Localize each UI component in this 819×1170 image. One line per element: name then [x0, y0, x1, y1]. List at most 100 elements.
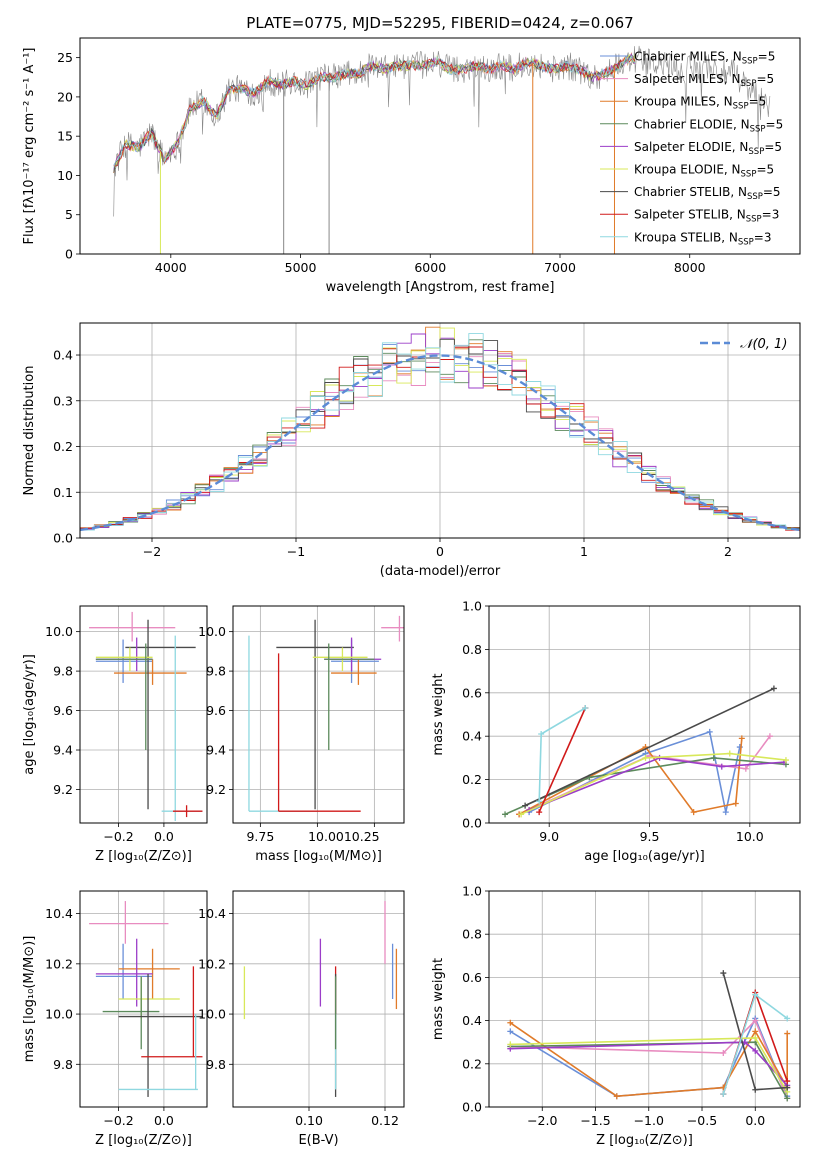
legend-label-text: Kroupa MILES, N: [634, 95, 733, 109]
y-tick-label: 15: [57, 129, 73, 144]
histogram-KroupaSTELIB: [80, 333, 800, 538]
data-point: [720, 1091, 727, 1098]
data-point: [507, 1028, 514, 1035]
data-point: [720, 1050, 727, 1056]
data-point: [722, 809, 729, 816]
y-tick-label: 0.4: [462, 729, 482, 744]
gridlines: [489, 605, 800, 824]
x-tick-label: 4000: [155, 260, 187, 275]
x-axis-label: age [log₁₀(age/yr)]: [584, 849, 705, 864]
x-axis-label: Z [log₁₀(Z/Z⊙)]: [95, 849, 192, 864]
legend-label-sub: SSP: [746, 215, 762, 225]
y-tick-label: 9.6: [53, 703, 73, 718]
x-tick-label: 1: [580, 544, 588, 559]
chart-age_vs_mass: 9.75 10.0010.25 9.2 9.4 9.6 9.8 10.0 mass [log₁…: [198, 605, 405, 864]
errorbar-ChabrierSTELIB: [276, 619, 354, 810]
axes-frame: [488, 890, 801, 1108]
data-point: [732, 800, 739, 807]
chart-spectrum: 4000 5000 6000 7000 8000 0 5 10 15 20 25 wavelength…: [22, 37, 801, 295]
data-point: [742, 765, 749, 772]
x-tick-label: −0.2: [103, 829, 133, 844]
model-spectrum-KroupaSTELIB: [113, 55, 636, 168]
plot-area: [502, 685, 789, 818]
axes-frame: [232, 890, 405, 1108]
data-point: [784, 1084, 791, 1091]
legend-label-suffix: =5: [756, 163, 774, 177]
y-tick-label: 0.8: [462, 642, 482, 657]
errorbar-ChabrierSTELIB: [125, 619, 196, 810]
errorbar-KroupaMILES: [114, 659, 187, 685]
errorbar-ChabrierELODIE: [95, 643, 153, 751]
y-tick-label: 20: [57, 89, 73, 104]
errorbar-SalpeterELODIE: [324, 637, 382, 672]
y-tick-label: 9.6: [206, 703, 226, 718]
model-spectrum-ChabrierSTELIB: [113, 55, 636, 173]
legend-label-text: Chabrier STELIB, N: [634, 185, 747, 199]
series-line: [520, 752, 787, 816]
legend-label-text: Salpeter ELODIE, N: [634, 140, 748, 154]
legend-label: 𝒩(0, 1): [740, 337, 787, 352]
chart-mass_weight_vs_Z: −2.0 −1.5 −1.0 −0.5 0.0 0.0 0.2 0.4 0.6 0.8 1.0 Z […: [431, 884, 801, 1148]
y-tick-label: 0.6: [462, 970, 482, 985]
legend-label: Salpeter ELODIE, NSSP=5: [634, 140, 782, 157]
data-point: [784, 1030, 791, 1037]
x-tick-label: −1.5: [580, 1113, 610, 1128]
y-tick-label: 0.0: [462, 816, 482, 831]
series-KroupaSTELIB: [536, 704, 589, 805]
y-tick-label: 9.8: [206, 1057, 226, 1072]
y-tick-label: 0.2: [53, 439, 73, 454]
y-tick-label: 0.3: [53, 393, 73, 408]
x-tick-label: −1: [287, 544, 305, 559]
gridlines: [80, 606, 207, 823]
data-point: [507, 1041, 514, 1048]
errorbar-KroupaSTELIB: [118, 1014, 198, 1091]
legend-label: Kroupa ELODIE, NSSP=5: [634, 163, 774, 180]
plot-area: [113, 45, 771, 254]
y-tick-label: 0.2: [462, 772, 482, 787]
y-tick-label: 10.0: [198, 624, 226, 639]
x-axis-label: wavelength [Angstrom, rest frame]: [326, 280, 555, 295]
data-point: [718, 763, 725, 770]
series-line: [518, 738, 743, 816]
legend-label-sub: SSP: [741, 170, 757, 180]
errorbar-ChabrierSTELIB: [118, 973, 203, 1097]
data-point: [752, 991, 759, 998]
legend-label: Chabrier MILES, NSSP=5: [634, 50, 775, 67]
y-tick-label: 0.4: [462, 1013, 482, 1028]
y-tick-label: 9.2: [206, 782, 226, 797]
legend-label-suffix: =5: [763, 185, 781, 199]
y-tick-label: 10.0: [45, 624, 73, 639]
y-tick-label: 0.6: [462, 685, 482, 700]
data-point: [726, 750, 733, 757]
series-ChabrierSTELIB: [720, 970, 791, 1093]
x-tick-label: 0.0: [154, 1113, 174, 1128]
legend-label: Chabrier ELODIE, NSSP=5: [634, 117, 783, 134]
x-tick-label: 0.10: [295, 1113, 323, 1128]
model-spectrum-ChabrierMILES: [113, 56, 636, 167]
series-line: [538, 707, 587, 813]
data-point: [784, 1078, 791, 1085]
legend-label: Kroupa MILES, NSSP=5: [634, 95, 766, 112]
series-SalpeterELODIE: [526, 754, 787, 813]
y-tick-label: 0.0: [462, 1100, 482, 1115]
x-tick-label: 0: [436, 544, 444, 559]
y-axis-label: Normed distribution: [22, 366, 37, 496]
y-axis-label: mass weight: [431, 958, 446, 1040]
legend-label-sub: SSP: [748, 147, 764, 157]
errorbar-SalpeterELODIE: [95, 938, 153, 1007]
data-point: [770, 685, 777, 692]
plot-area: [80, 326, 800, 538]
errorbar-SalpeterSTELIB: [172, 805, 203, 818]
legend-label-text: Kroupa STELIB, N: [634, 230, 738, 244]
data-point: [784, 1015, 791, 1022]
y-axis-label: Flux [fλ10⁻¹⁷ erg cm⁻² s⁻¹ A⁻¹]: [22, 48, 37, 245]
axes-frame: [79, 890, 208, 1108]
data-point: [690, 809, 697, 816]
chart-mass_weight_vs_age: 9.0 9.5 10.0 0.0 0.2 0.4 0.6 0.8 1.0 age [log₁₀(a…: [431, 599, 801, 864]
data-point: [518, 811, 525, 818]
data-point: [766, 733, 773, 740]
data-point: [720, 970, 727, 977]
series-line: [528, 757, 784, 811]
errorbar-KroupaMILES: [331, 659, 377, 685]
